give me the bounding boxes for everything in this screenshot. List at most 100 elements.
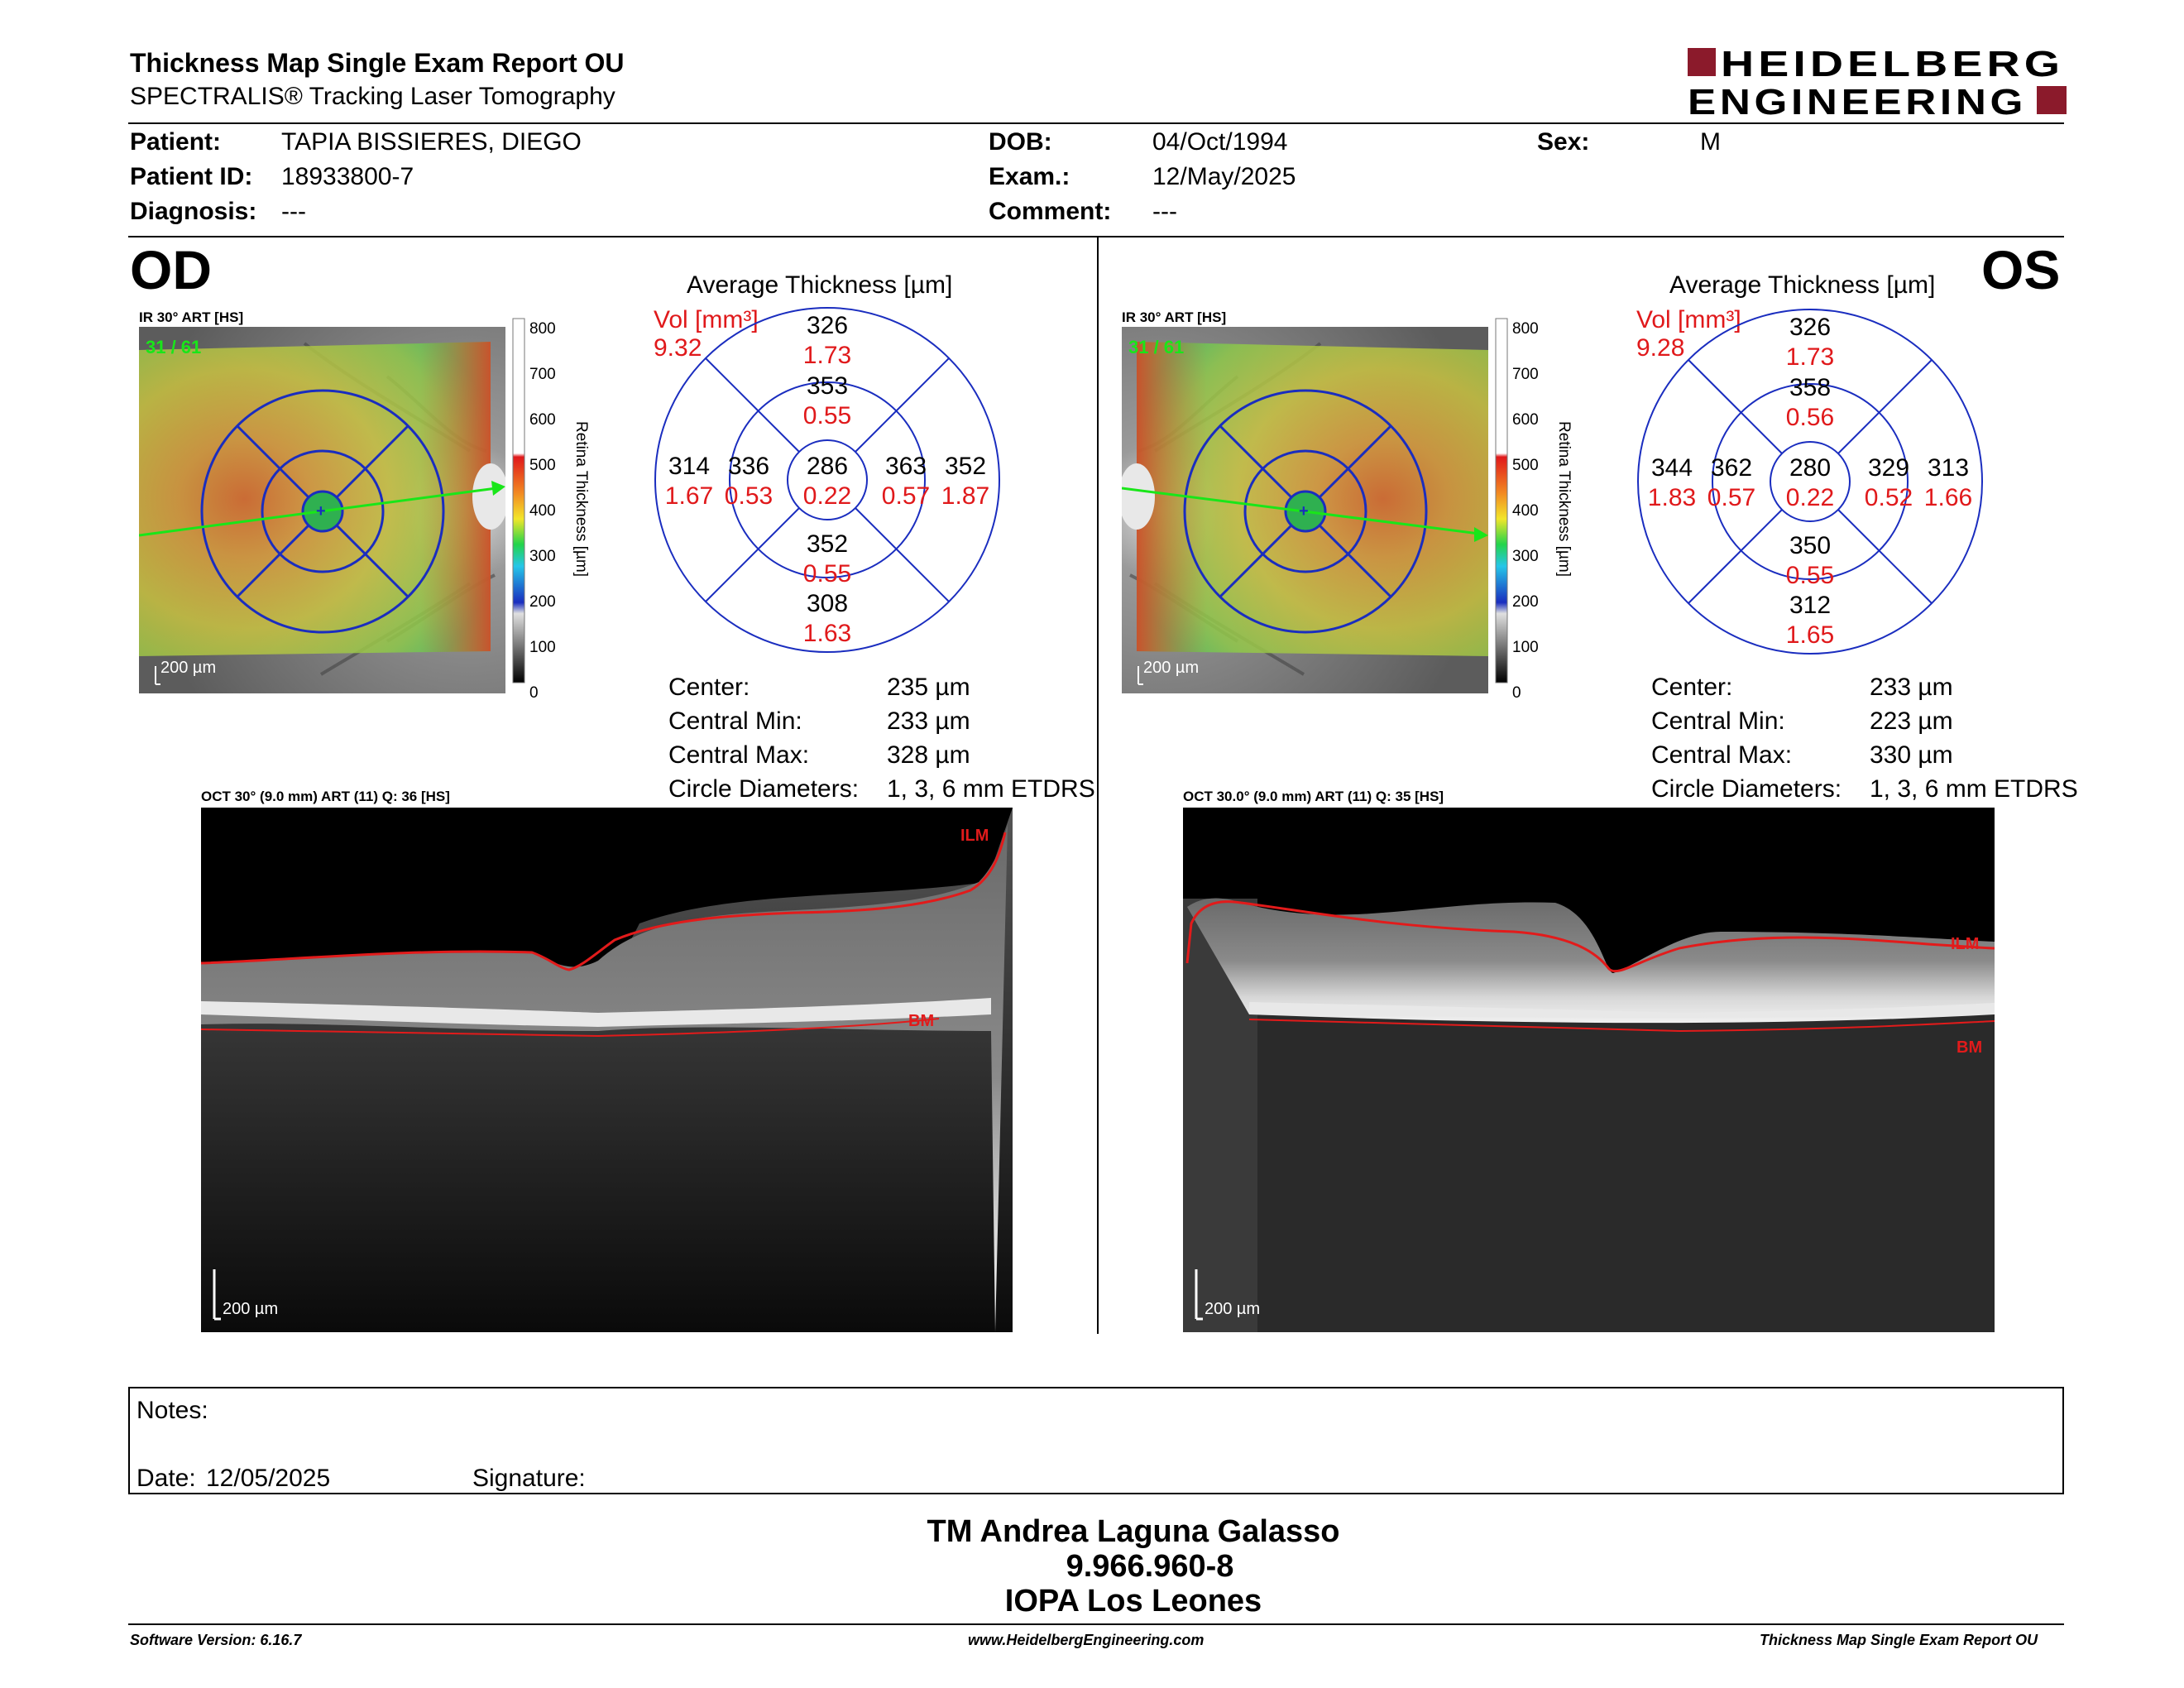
od-oct-image: ILM BM 200 µm (200, 808, 1013, 1332)
date-label: Date: (136, 1465, 196, 1492)
os-colorbar (1492, 314, 1583, 695)
od-vol-value: 9.32 (654, 334, 702, 362)
footer-report-title: Thickness Map Single Exam Report OU (1760, 1632, 2038, 1648)
exam-value: 12/May/2025 (1152, 163, 1296, 190)
os-bm-label: BM (1956, 1038, 1982, 1057)
od-colorbar (509, 314, 600, 695)
od-max-label: Central Max: (668, 741, 810, 769)
od-outer-sup-v: 1.73 (803, 342, 851, 369)
os-colorbar-ticks: 800 700 600 500 400 300 200 100 0 (1512, 320, 1539, 702)
os-inner-right-v: 0.52 (1865, 484, 1913, 511)
os-ir-overlay: 31 / 61 (1128, 337, 1184, 357)
od-ir-scale: 200 µm (160, 659, 216, 677)
od-inner-right-v: 0.57 (882, 482, 930, 510)
diagnosis-value: --- (281, 198, 306, 225)
os-fundus-image: + 31 / 61 200 µm (1118, 327, 1488, 693)
signature-block: TM Andrea Laguna Galasso 9.966.960-8 IOP… (761, 1514, 1506, 1618)
od-ir-overlay: 31 / 61 (146, 337, 201, 357)
svg-text:+: + (1299, 502, 1309, 520)
od-label: OD (130, 239, 212, 300)
website-link[interactable]: www.HeidelbergEngineering.com (968, 1632, 1205, 1648)
od-min-value: 233 µm (887, 707, 970, 735)
os-inner-inf-v: 0.55 (1786, 562, 1834, 589)
od-inner-right-t: 363 (885, 453, 927, 480)
signer-name: TM Andrea Laguna Galasso (927, 1514, 1340, 1549)
os-oct-scale: 200 µm (1205, 1300, 1260, 1318)
comment-label: Comment: (989, 198, 1112, 225)
od-outer-left-t: 314 (668, 453, 710, 480)
dob-label: DOB: (989, 128, 1052, 156)
os-outer-sup-t: 326 (1789, 314, 1831, 341)
od-center-t: 286 (807, 453, 848, 480)
os-inner-left-v: 0.57 (1707, 484, 1755, 511)
od-colorbar-ticks: 800 700 600 500 400 300 200 100 0 (529, 320, 556, 702)
od-vol-label: Vol [mm³] (654, 306, 759, 333)
od-outer-inf-v: 1.63 (803, 620, 851, 647)
patient-label: Patient: (130, 128, 222, 156)
od-min-label: Central Min: (668, 707, 802, 735)
os-center-value: 233 µm (1870, 674, 1953, 701)
os-stats-labels: Center: Central Min: Central Max: Circle… (1651, 670, 1842, 806)
os-label: OS (1981, 239, 2061, 300)
os-center-label: Center: (1651, 674, 1733, 701)
os-vol-value: 9.28 (1636, 334, 1685, 362)
comment-value: --- (1152, 198, 1177, 225)
notes-label: Notes: (136, 1397, 208, 1424)
od-outer-sup-t: 326 (807, 312, 848, 339)
os-center-t: 280 (1789, 454, 1831, 482)
os-ir-scale: 200 µm (1143, 659, 1199, 677)
signer-institution: IOPA Los Leones (1004, 1584, 1262, 1618)
os-max-label: Central Max: (1651, 741, 1793, 769)
os-vol-label: Vol [mm³] (1636, 306, 1741, 333)
patient-id: 18933800-7 (281, 163, 414, 190)
signer-id: 9.966.960-8 (1066, 1549, 1234, 1584)
dob-value: 04/Oct/1994 (1152, 128, 1288, 156)
os-stats-values: 233 µm 223 µm 330 µm 1, 3, 6 mm ETDRS (1870, 670, 2078, 806)
os-etdrs-grid: 326 1.73 358 0.56 280 0.22 344 1.83 362 … (1636, 308, 1984, 655)
notes-box: Notes: Date: 12/05/2025 Signature: (128, 1387, 2064, 1494)
os-inner-sup-t: 358 (1789, 374, 1831, 401)
od-inner-inf-t: 352 (807, 530, 848, 558)
report-subtitle: SPECTRALIS® Tracking Laser Tomography (130, 83, 615, 110)
os-min-label: Central Min: (1651, 707, 1785, 735)
os-inner-inf-t: 350 (1789, 532, 1831, 559)
od-outer-right-v: 1.87 (941, 482, 989, 510)
os-outer-right-v: 1.66 (1924, 484, 1972, 511)
od-etdrs-grid: 326 1.73 353 0.55 286 0.22 314 1.67 336 … (654, 306, 1001, 654)
od-avg-title: Average Thickness [µm] (687, 271, 953, 299)
od-ilm-label: ILM (960, 827, 989, 845)
od-oct-title: OCT 30° (9.0 mm) ART (11) Q: 36 [HS] (201, 789, 450, 804)
os-outer-left-v: 1.83 (1648, 484, 1696, 511)
patient-name: TAPIA BISSIERES, DIEGO (281, 128, 582, 156)
logo-text-1: HEIDELBERG (1721, 46, 2064, 84)
od-volume: Vol [mm³] 9.32 (654, 306, 759, 362)
od-oct-scale: 200 µm (223, 1300, 278, 1318)
os-inner-sup-v: 0.56 (1786, 404, 1834, 431)
od-fundus-image: + 31 / 61 200 µm (138, 327, 509, 693)
os-max-value: 330 µm (1870, 741, 1953, 769)
od-center-label: Center: (668, 674, 750, 701)
od-inner-left-v: 0.53 (725, 482, 773, 510)
od-inner-left-t: 336 (728, 453, 769, 480)
os-outer-inf-t: 312 (1789, 592, 1831, 619)
os-colorbar-title: Retina Thickness [µm] (1555, 421, 1573, 577)
os-center-v: 0.22 (1786, 484, 1834, 511)
od-outer-left-v: 1.67 (665, 482, 713, 510)
date-value: 12/05/2025 (206, 1465, 331, 1492)
sex-label: Sex: (1537, 128, 1590, 156)
os-ir-title: IR 30° ART [HS] (1122, 309, 1227, 325)
heidelberg-logo: HEIDELBERG ENGINEERING (1688, 44, 2068, 122)
od-circ-value: 1, 3, 6 mm ETDRS (887, 775, 1095, 803)
od-center-value: 235 µm (887, 674, 970, 701)
od-bm-label: BM (908, 1012, 934, 1030)
os-avg-title: Average Thickness [µm] (1669, 271, 1936, 299)
eye-divider (1097, 237, 1099, 1334)
sex-value: M (1700, 128, 1721, 156)
software-version: Software Version: 6.16.7 (130, 1632, 302, 1648)
logo-text-2: ENGINEERING (1688, 82, 2027, 117)
od-stats-values: 235 µm 233 µm 328 µm 1, 3, 6 mm ETDRS (887, 670, 1095, 806)
os-outer-right-t: 313 (1928, 454, 1969, 482)
exam-label: Exam.: (989, 163, 1070, 190)
od-inner-inf-v: 0.55 (803, 560, 851, 587)
os-oct-title: OCT 30.0° (9.0 mm) ART (11) Q: 35 [HS] (1183, 789, 1444, 804)
